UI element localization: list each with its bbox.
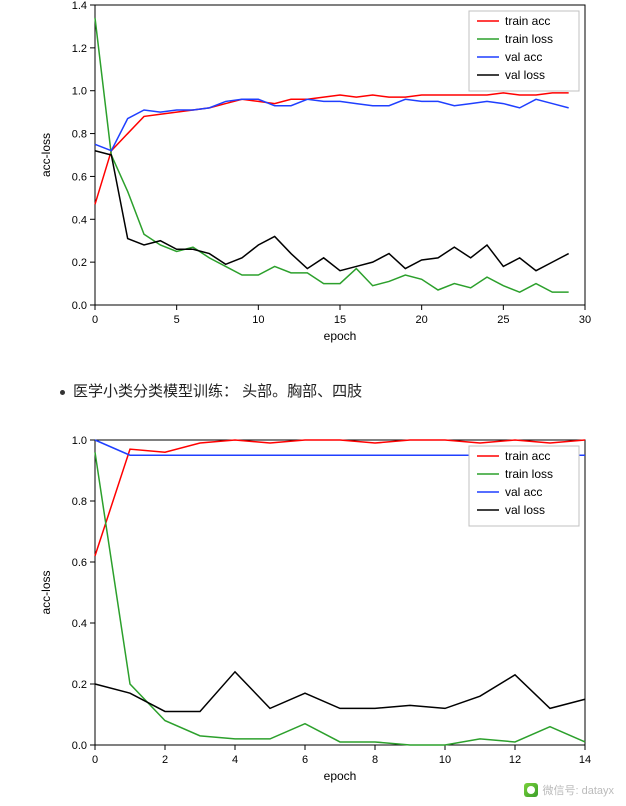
training-chart-1: 0 5 10 15 20 25 30 0.0 0.2 0.4 0.6 0.8 1.0 1.2 1.4 epoc… (15, 0, 615, 355)
svg-text:20: 20 (416, 314, 428, 326)
svg-text:0.8: 0.8 (72, 129, 87, 141)
svg-text:0: 0 (92, 314, 98, 326)
legend-label: train acc (505, 14, 550, 28)
svg-text:acc-loss: acc-loss (39, 133, 53, 177)
svg-text:0.6: 0.6 (72, 557, 87, 569)
svg-text:1.0: 1.0 (72, 86, 87, 98)
page: 0510152025300.00.20.40.60.81.01.21.4epoc… (0, 0, 626, 806)
svg-text:10: 10 (252, 314, 264, 326)
legend-label: train loss (505, 32, 553, 46)
svg-text:0: 0 (92, 754, 98, 766)
svg-text:epoch: epoch (324, 769, 357, 783)
bullet-caption: 医学小类分类模型训练： 头部。胸部、四肢 (60, 380, 362, 401)
svg-text:30: 30 (579, 314, 591, 326)
legend-label: val loss (505, 68, 545, 82)
legend-label: val acc (505, 50, 542, 64)
svg-text:0.4: 0.4 (72, 214, 87, 226)
legend-label: val acc (505, 485, 542, 499)
svg-text:10: 10 (439, 754, 451, 766)
legend-label: val loss (505, 503, 545, 517)
bullet-text: 医学小类分类模型训练： 头部。胸部、四肢 (73, 383, 362, 400)
svg-text:0.8: 0.8 (72, 496, 87, 508)
svg-text:acc-loss: acc-loss (39, 570, 53, 614)
training-chart-2: 0 2 4 6 8 10 12 14 0.0 0.2 0.4 0.6 0.8 1.0 epoch acc-lo… (15, 435, 615, 795)
svg-text:epoch: epoch (324, 329, 357, 343)
svg-text:5: 5 (174, 314, 180, 326)
svg-text:0.0: 0.0 (72, 300, 87, 312)
watermark-text: 微信号: datayx (542, 782, 614, 798)
svg-text:8: 8 (372, 754, 378, 766)
svg-text:15: 15 (334, 314, 346, 326)
svg-text:6: 6 (302, 754, 308, 766)
svg-text:0.6: 0.6 (72, 171, 87, 183)
svg-text:1.2: 1.2 (72, 43, 87, 55)
svg-text:25: 25 (497, 314, 509, 326)
svg-text:0.2: 0.2 (72, 257, 87, 269)
svg-text:0.4: 0.4 (72, 618, 87, 630)
svg-text:4: 4 (232, 754, 238, 766)
legend-label: train loss (505, 467, 553, 481)
svg-text:0.2: 0.2 (72, 679, 87, 691)
bullet-dot-icon (60, 390, 65, 395)
svg-text:12: 12 (509, 754, 521, 766)
svg-text:14: 14 (579, 754, 591, 766)
svg-text:1.4: 1.4 (72, 0, 87, 12)
wechat-icon (524, 783, 538, 797)
svg-text:2: 2 (162, 754, 168, 766)
svg-text:0.0: 0.0 (72, 740, 87, 752)
legend-label: train acc (505, 449, 550, 463)
watermark: 微信号: datayx (524, 782, 614, 798)
svg-text:1.0: 1.0 (72, 435, 87, 447)
